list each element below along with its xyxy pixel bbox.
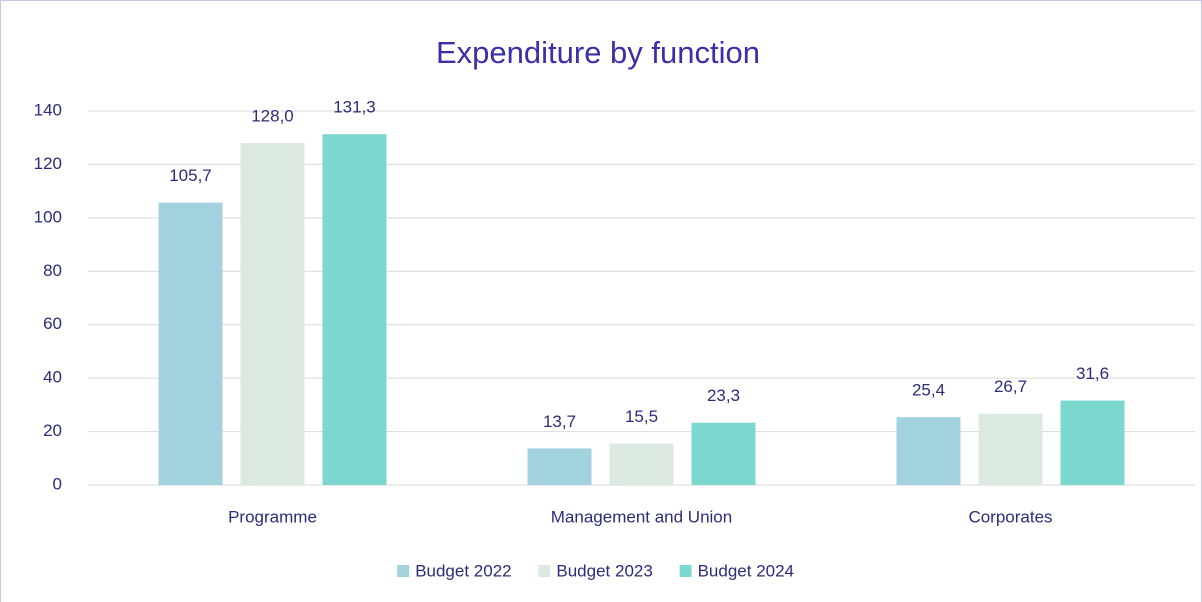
- value-label: 105,7: [169, 166, 212, 185]
- y-tick-label: 80: [43, 261, 62, 280]
- x-tick-label: Programme: [228, 507, 317, 526]
- bar: [896, 417, 961, 485]
- legend-label: Budget 2022: [415, 561, 511, 580]
- bar: [609, 443, 674, 485]
- y-tick-label: 120: [34, 154, 62, 173]
- bar: [527, 448, 592, 485]
- value-label: 128,0: [251, 107, 294, 126]
- legend-swatch: [538, 565, 551, 577]
- y-tick-label: 40: [43, 368, 62, 387]
- x-tick-label: Corporates: [968, 507, 1052, 526]
- value-label: 13,7: [543, 412, 576, 431]
- y-tick-label: 60: [43, 314, 62, 333]
- value-label: 26,7: [994, 377, 1027, 396]
- value-label: 131,3: [333, 98, 376, 117]
- legend-label: Budget 2024: [698, 561, 794, 580]
- chart-title: Expenditure by function: [436, 35, 760, 70]
- bar: [322, 134, 387, 485]
- bar: [158, 202, 223, 485]
- y-tick-label: 100: [34, 207, 62, 226]
- value-label: 31,6: [1076, 364, 1109, 383]
- y-tick-label: 140: [34, 100, 62, 119]
- value-label: 23,3: [707, 386, 740, 405]
- legend-swatch: [679, 565, 692, 577]
- y-tick-label: 0: [53, 474, 62, 493]
- bar: [691, 422, 756, 485]
- bar: [240, 143, 305, 486]
- bar: [978, 413, 1043, 485]
- value-label: 25,4: [912, 381, 945, 400]
- legend-label: Budget 2023: [556, 561, 652, 580]
- legend-swatch: [397, 565, 410, 577]
- value-label: 15,5: [625, 407, 658, 426]
- x-tick-label: Management and Union: [551, 507, 732, 526]
- bar: [1060, 400, 1125, 485]
- y-tick-label: 20: [43, 421, 62, 440]
